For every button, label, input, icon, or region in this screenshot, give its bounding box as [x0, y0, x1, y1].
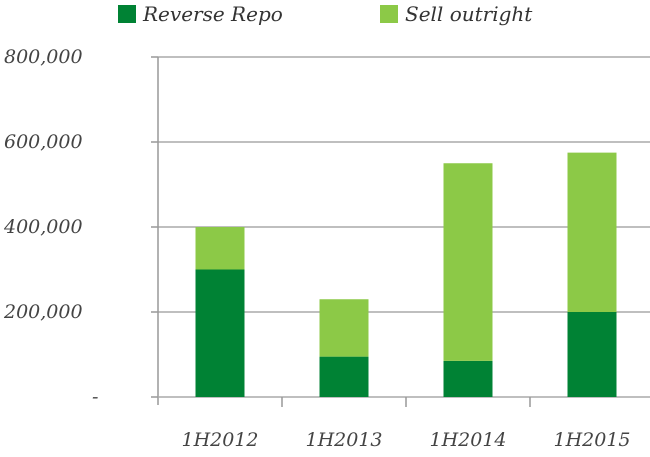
bar-sell-outright [195, 227, 245, 270]
x-tick-label: 1H2015 [553, 429, 630, 451]
y-tick-label: - [92, 386, 98, 408]
legend-swatch [380, 5, 398, 23]
x-tick-label: 1H2014 [429, 429, 506, 451]
legend-label: Reverse Repo [142, 2, 283, 26]
x-tick-label: 1H2012 [181, 429, 258, 451]
y-tick-label: 200,000 [3, 301, 83, 323]
legend-label: Sell outright [405, 2, 533, 26]
bar-reverse-repo [319, 356, 369, 397]
x-tick-label: 1H2013 [305, 429, 382, 451]
bar-sell-outright [319, 299, 369, 357]
bar-reverse-repo [195, 269, 245, 397]
bar-reverse-repo [567, 312, 617, 397]
y-tick-label: 600,000 [4, 131, 83, 153]
y-tick-label: 800,000 [4, 46, 83, 68]
y-tick-label: 400,000 [3, 216, 83, 238]
bar-reverse-repo [443, 360, 493, 397]
legend-swatch [118, 5, 136, 23]
bar-sell-outright [567, 152, 617, 312]
bar-sell-outright [443, 163, 493, 361]
